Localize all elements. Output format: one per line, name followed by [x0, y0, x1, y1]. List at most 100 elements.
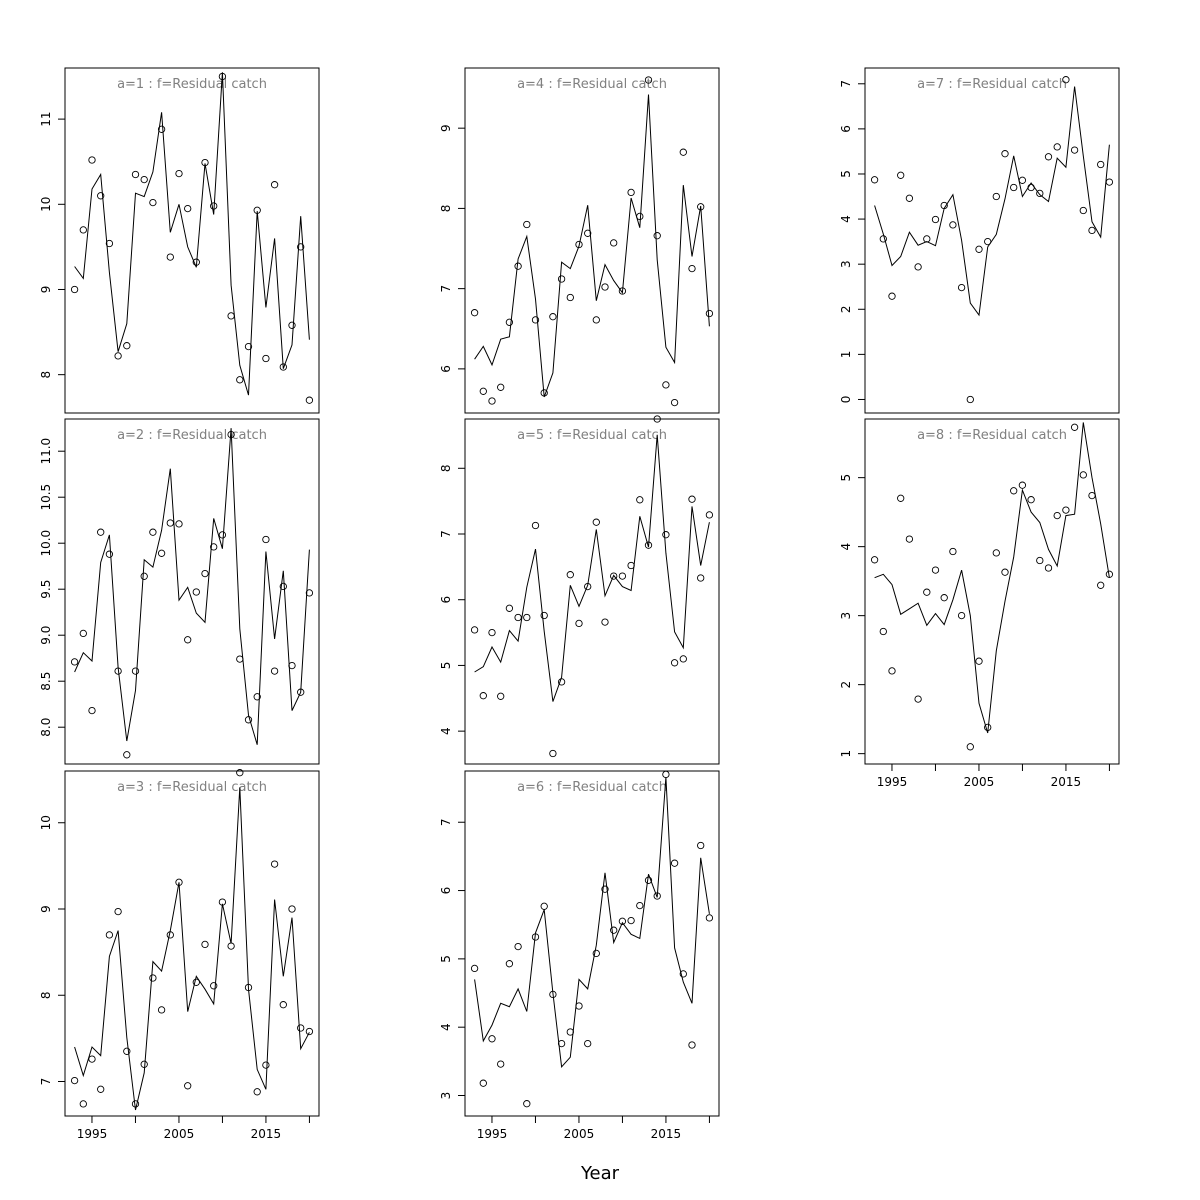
data-point — [575, 619, 583, 628]
x-tick-label: 1995 — [477, 1127, 508, 1141]
data-point — [697, 574, 705, 582]
data-point — [140, 572, 148, 580]
data-point — [97, 1085, 105, 1093]
data-point — [636, 901, 644, 910]
y-tick-label: 9 — [39, 905, 53, 913]
data-point — [957, 611, 966, 620]
data-point — [705, 914, 714, 922]
data-point — [610, 572, 618, 580]
data-point — [70, 285, 79, 294]
panel-3: a=3 : f=Residual catch 7 8 9 10 1995 2005 2015 — [39, 769, 320, 1141]
data-point — [1044, 564, 1053, 572]
data-point — [601, 618, 609, 626]
data-point — [1036, 189, 1044, 198]
data-point — [1001, 568, 1009, 576]
x-tick-label: 2005 — [564, 1127, 595, 1141]
y-tick-label: 8 — [39, 371, 53, 379]
y-tick-label: 6 — [839, 125, 853, 133]
data-point — [470, 309, 479, 317]
panel-6: a=6 : f=Residual catch 3 4 5 6 7 1995 2005 2015 — [439, 770, 720, 1141]
data-point — [566, 293, 574, 302]
data-point — [688, 264, 696, 273]
fitted-line — [74, 72, 310, 396]
panel-8: a=8 : f=Residual catch 1 2 3 4 5 1995 2005 2015 — [839, 418, 1120, 789]
y-tick-label: 9.5 — [39, 580, 53, 599]
data-point — [1053, 143, 1061, 151]
y-tick-label: 0 — [839, 396, 853, 404]
data-point — [679, 655, 687, 663]
y-tick-label: 7 — [439, 818, 453, 826]
data-point — [940, 594, 948, 602]
data-point — [1079, 206, 1087, 215]
data-point — [470, 626, 479, 634]
data-point — [79, 629, 87, 638]
data-point — [123, 751, 131, 759]
y-tick-label: 1 — [839, 351, 853, 359]
data-point — [305, 1027, 314, 1036]
data-point — [1018, 481, 1027, 489]
data-point — [514, 942, 522, 951]
y-tick-label: 11.0 — [39, 438, 53, 465]
data-point — [514, 613, 522, 622]
data-point — [505, 604, 514, 612]
data-point — [992, 549, 1000, 557]
y-tick-label: 3 — [839, 612, 853, 620]
data-point — [914, 263, 922, 271]
data-point — [870, 556, 879, 564]
panel-4: a=4 : f=Residual catch 6 7 8 9 — [439, 67, 720, 414]
panel-title: a=7 : f=Residual catch — [917, 77, 1067, 92]
y-tick-label: 6 — [439, 596, 453, 604]
data-point — [157, 125, 166, 133]
data-point — [157, 1006, 166, 1014]
x-tick-label: 2015 — [1051, 775, 1082, 789]
data-point — [1053, 511, 1061, 520]
y-tick-label: 10 — [39, 197, 53, 212]
data-point — [992, 192, 1000, 201]
data-point — [705, 309, 714, 318]
data-point — [644, 76, 653, 84]
panel-2: a=2 : f=Residual catch 8.0 8.5 9.0 9.5 10.0 10… — [39, 418, 320, 765]
data-point — [201, 569, 209, 578]
data-point — [601, 283, 609, 291]
data-point — [262, 535, 270, 544]
y-tick-label: 4 — [439, 727, 453, 735]
x-tick-label: 2005 — [164, 1127, 195, 1141]
panel-title: a=4 : f=Residual catch — [517, 77, 667, 92]
data-point — [531, 521, 540, 530]
data-point — [592, 518, 600, 526]
data-point — [497, 692, 505, 700]
data-point — [175, 169, 183, 178]
data-point — [662, 381, 670, 389]
data-point — [114, 352, 122, 360]
panel-title: a=5 : f=Residual catch — [517, 428, 667, 443]
x-tick-label: 2015 — [251, 1127, 282, 1141]
y-tick-label: 8 — [439, 205, 453, 213]
data-point — [1070, 423, 1079, 431]
panel-title: a=8 : f=Residual catch — [917, 428, 1067, 443]
data-point — [1036, 556, 1044, 565]
fitted-line — [74, 428, 310, 745]
data-point — [957, 283, 966, 292]
data-point — [88, 706, 96, 715]
y-tick-label: 4 — [839, 215, 853, 223]
data-point — [905, 535, 914, 543]
data-point — [70, 658, 79, 666]
data-point — [1097, 581, 1105, 589]
data-point — [914, 695, 922, 703]
x-tick-label: 1995 — [877, 775, 908, 789]
y-tick-label: 4 — [839, 543, 853, 551]
y-tick-label: 8 — [439, 464, 453, 472]
data-point — [584, 1039, 592, 1048]
data-point — [1062, 76, 1070, 84]
data-point — [497, 1060, 505, 1068]
data-point — [1044, 153, 1053, 161]
data-point — [488, 397, 496, 405]
data-point — [966, 743, 974, 751]
y-tick-label: 7 — [439, 530, 453, 538]
data-point — [966, 395, 974, 404]
y-tick-label: 5 — [839, 474, 853, 482]
data-point — [601, 885, 609, 893]
y-tick-label: 6 — [439, 365, 453, 373]
fitted-line — [74, 787, 310, 1111]
